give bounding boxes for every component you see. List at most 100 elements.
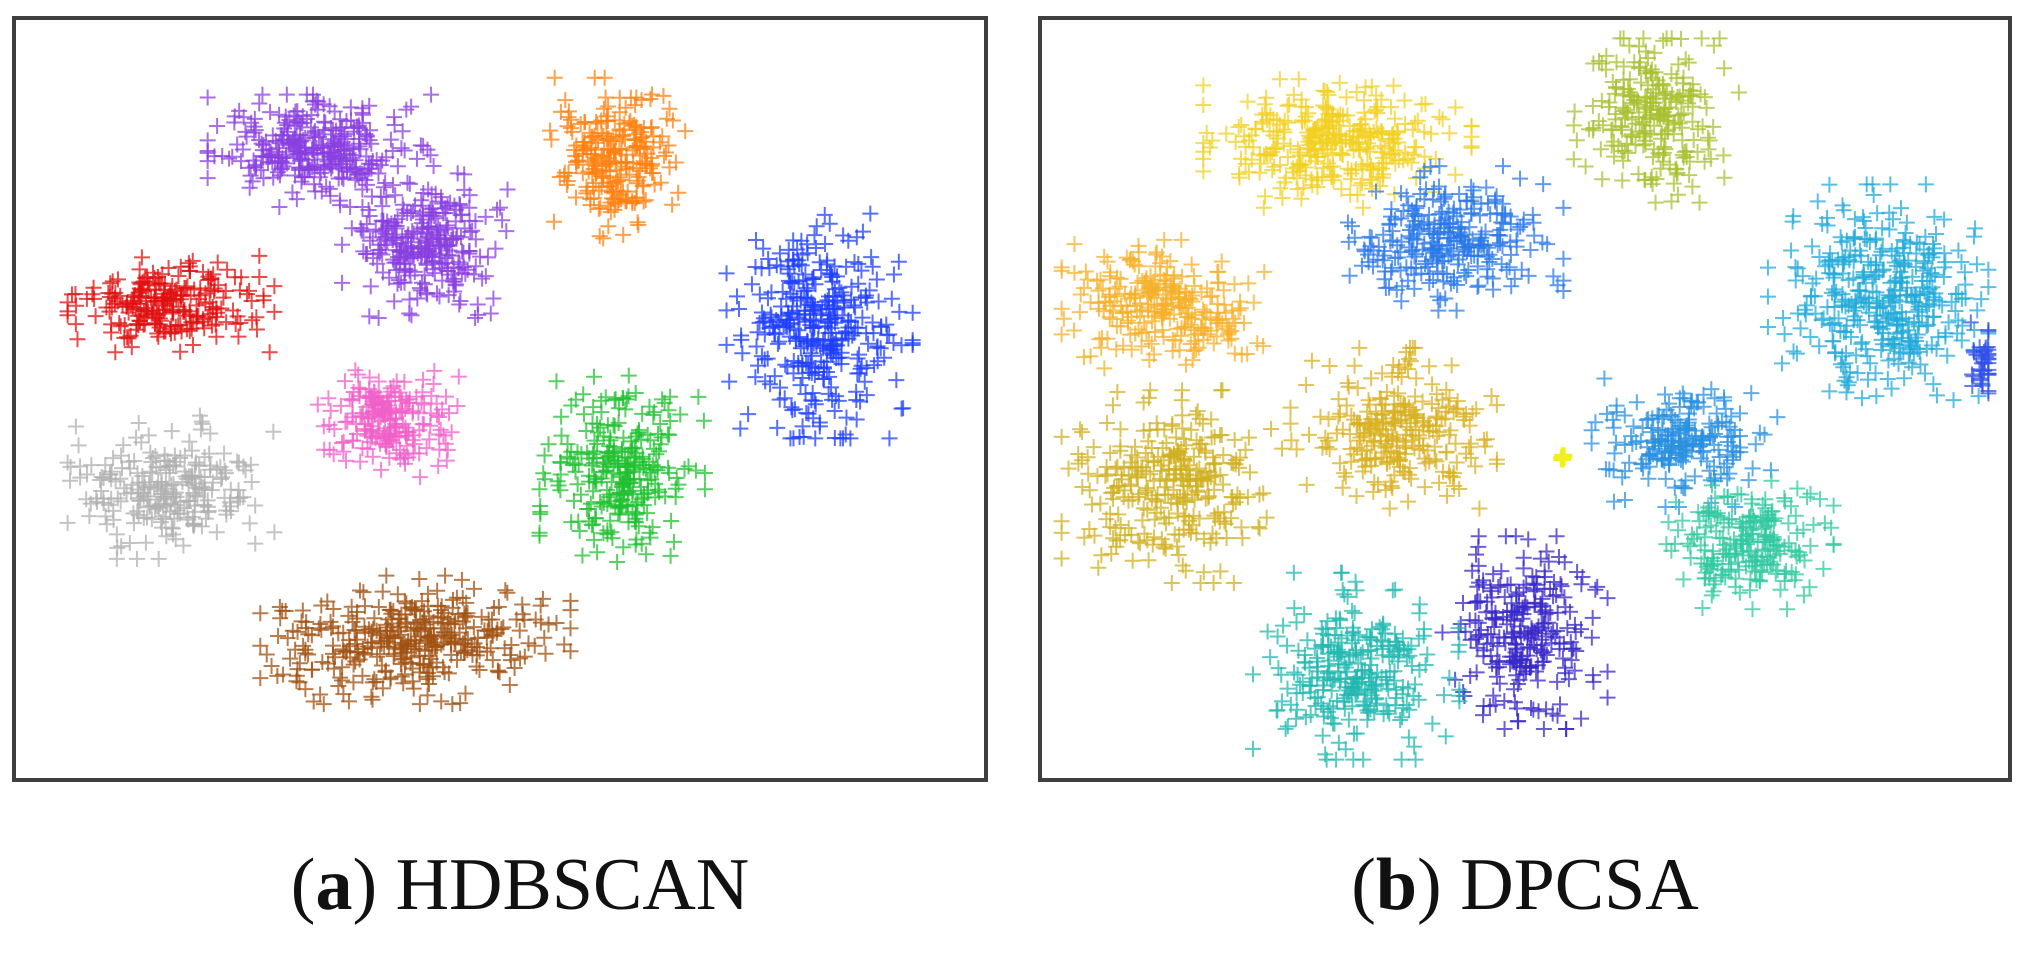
point (609, 553, 626, 570)
point (449, 165, 466, 182)
point (107, 344, 124, 361)
point (334, 274, 351, 291)
point (885, 266, 902, 283)
cluster-a-5 (59, 247, 283, 361)
point (430, 409, 447, 426)
point (837, 324, 854, 341)
point (677, 123, 694, 140)
point (487, 240, 504, 257)
point (819, 252, 836, 269)
point (423, 86, 440, 103)
point (401, 262, 418, 279)
point (854, 309, 871, 326)
point (569, 476, 586, 493)
point (858, 387, 875, 404)
point (625, 461, 642, 478)
point (405, 225, 422, 242)
point (718, 302, 735, 319)
point (362, 278, 379, 295)
point (300, 161, 317, 178)
point (394, 229, 411, 246)
point (148, 458, 165, 475)
point (450, 368, 467, 385)
point (588, 114, 605, 131)
point (633, 92, 650, 109)
point (131, 284, 148, 301)
point (403, 307, 420, 324)
point (766, 368, 783, 385)
point (112, 318, 129, 335)
point (548, 373, 565, 390)
point (633, 535, 650, 552)
point (378, 393, 395, 410)
point (658, 144, 675, 161)
point (166, 447, 183, 464)
point (751, 286, 768, 303)
point (416, 248, 433, 265)
point (592, 199, 609, 216)
point (612, 171, 629, 188)
point (477, 268, 494, 285)
point (821, 288, 838, 305)
point (208, 524, 225, 541)
point (59, 454, 76, 471)
point (309, 396, 326, 413)
point (822, 341, 839, 358)
point (438, 388, 455, 405)
point (299, 160, 316, 177)
point (134, 467, 151, 484)
point (401, 391, 418, 408)
point (482, 305, 499, 322)
point (422, 147, 439, 164)
point (628, 175, 645, 192)
point (485, 290, 502, 307)
point (175, 537, 192, 554)
point (411, 422, 428, 439)
point (851, 346, 868, 363)
point (133, 434, 150, 451)
point (827, 309, 844, 326)
cluster-a-4 (718, 205, 921, 447)
point (426, 362, 443, 379)
point (747, 369, 764, 386)
point (386, 217, 403, 234)
point (568, 189, 585, 206)
point (661, 159, 678, 176)
point (247, 497, 264, 514)
cluster-a-9 (252, 567, 579, 713)
point (335, 434, 352, 451)
point (474, 270, 491, 287)
cluster-a-8 (531, 367, 713, 570)
point (415, 137, 432, 154)
point (687, 462, 704, 479)
point (386, 117, 403, 134)
point (152, 514, 169, 531)
point (435, 427, 452, 444)
panel-a-frame (12, 16, 988, 782)
point (102, 275, 119, 292)
point (575, 386, 592, 403)
point (312, 686, 329, 703)
point (326, 138, 343, 155)
point (374, 198, 391, 215)
point (446, 197, 463, 214)
point (652, 416, 669, 433)
point (630, 422, 647, 439)
point (680, 458, 697, 475)
point (765, 318, 782, 335)
point (467, 309, 484, 326)
point (585, 483, 602, 500)
point (293, 173, 310, 190)
point (172, 343, 189, 360)
point (447, 277, 464, 294)
point (595, 428, 612, 445)
point (635, 119, 652, 136)
point (756, 351, 773, 368)
point (270, 627, 287, 644)
point (316, 145, 333, 162)
point (401, 291, 418, 308)
point (350, 169, 367, 186)
point (123, 339, 140, 356)
point (438, 236, 455, 253)
point (847, 319, 864, 336)
